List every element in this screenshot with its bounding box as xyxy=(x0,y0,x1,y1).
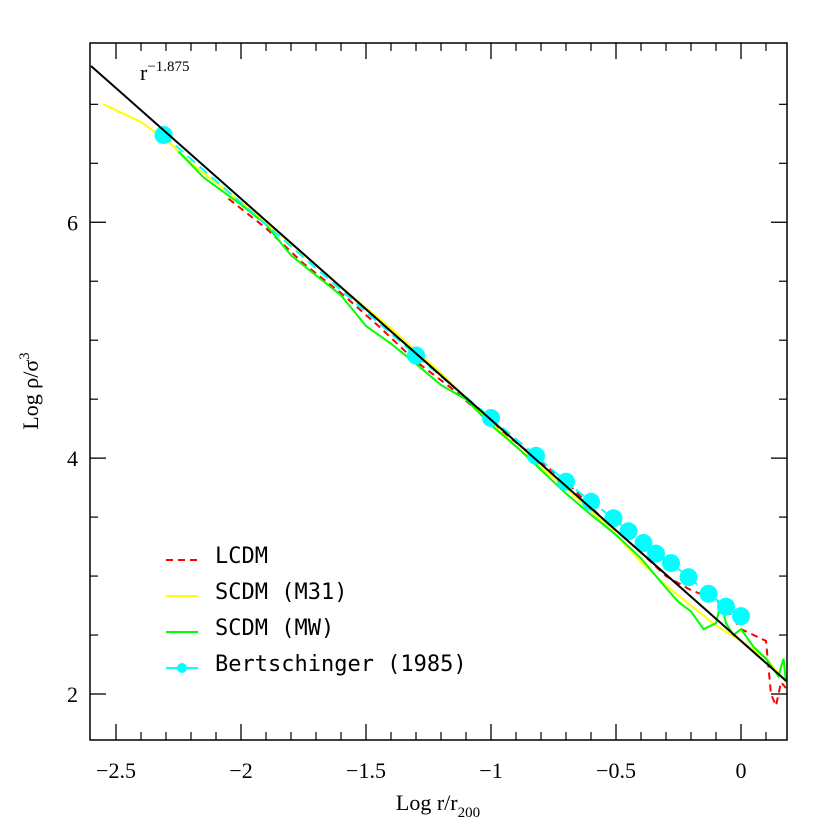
point xyxy=(699,584,718,603)
legend-label: SCDM (MW) xyxy=(215,616,334,641)
legend-label: SCDM (M31) xyxy=(215,580,347,605)
y-tick-label: 6 xyxy=(67,210,78,235)
plot-frame xyxy=(89,42,788,741)
point xyxy=(557,472,575,491)
point xyxy=(679,568,698,587)
legend-label: LCDM xyxy=(215,544,268,569)
annotation: r−1.875 xyxy=(140,59,190,85)
point xyxy=(717,597,735,616)
x-tick-label: −1.5 xyxy=(346,758,386,783)
x-axis-label: Log r/r200 xyxy=(396,790,480,821)
x-tick-label: −1 xyxy=(479,758,502,783)
point xyxy=(619,522,638,541)
point xyxy=(647,544,665,563)
legend-marker xyxy=(177,663,187,673)
series-line xyxy=(103,103,787,683)
point xyxy=(732,607,750,626)
point xyxy=(407,346,425,365)
point xyxy=(527,446,545,465)
legend-label: Bertschinger (1985) xyxy=(215,652,467,677)
x-tick-label: −0.5 xyxy=(596,758,636,783)
x-tick-label: −2.5 xyxy=(96,758,136,783)
point xyxy=(604,509,623,528)
point xyxy=(582,492,600,511)
point xyxy=(154,125,173,144)
y-tick-label: 4 xyxy=(67,446,78,471)
point xyxy=(662,554,680,573)
x-tick-label: 0 xyxy=(736,758,747,783)
y-tick-label: 2 xyxy=(67,682,78,707)
x-tick-label: −2 xyxy=(229,758,252,783)
series-line xyxy=(177,150,787,683)
fit-line xyxy=(90,65,787,682)
y-axis-label: Log ρ/σ3 xyxy=(17,352,43,429)
point xyxy=(634,534,653,553)
